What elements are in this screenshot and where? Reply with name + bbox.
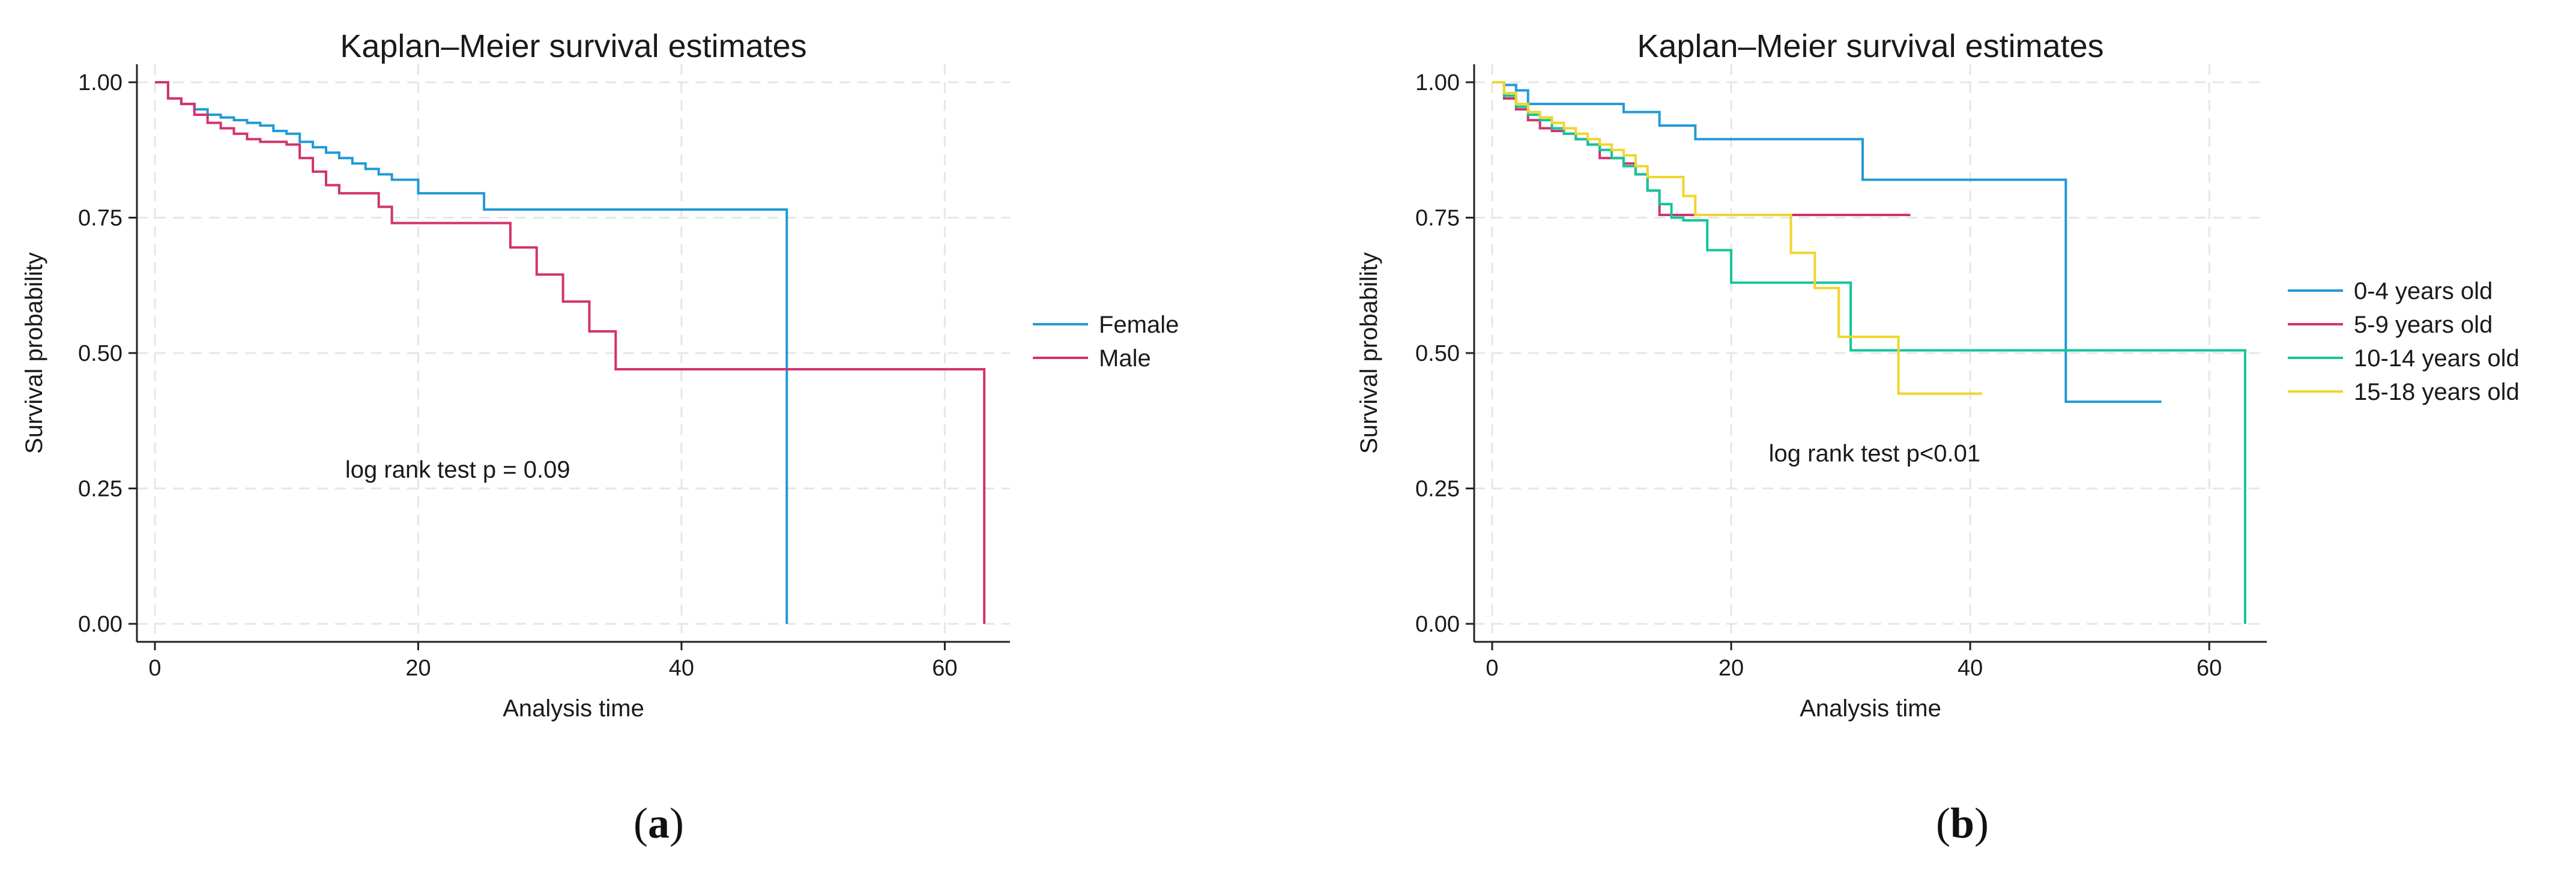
series-line-male <box>155 81 986 624</box>
x-tick-label: 0 <box>148 656 161 681</box>
y-tick-label: 0.75 <box>78 206 122 231</box>
y-tick-label: 0.25 <box>78 477 122 502</box>
legend: 0-4 years old 5-9 years old 10-14 years ol… <box>2288 278 2520 405</box>
panel-label-letter: a <box>648 799 670 847</box>
x-tick-label: 20 <box>1719 656 1744 681</box>
annotation-logrank: log rank test p = 0.09 <box>345 456 570 483</box>
y-tick-label: 0.75 <box>1415 206 1460 231</box>
x-axis-label: Analysis time <box>1800 695 1941 722</box>
y-tick-label: 1.00 <box>78 70 122 95</box>
legend-label: Male <box>1099 345 1151 372</box>
grid <box>1474 64 2267 642</box>
series-line-10-14-years-old <box>1492 81 2246 624</box>
x-tick-label: 40 <box>669 656 694 681</box>
chart-title: Kaplan–Meier survival estimates <box>1637 28 2103 64</box>
y-tick-label: 1.00 <box>1415 70 1460 95</box>
legend-label: Female <box>1099 312 1179 338</box>
x-tick-label: 20 <box>405 656 431 681</box>
panel-b: 0.00 0.25 0.50 0.75 1.00 0 20 40 60 Kaplan–Meier … <box>1356 28 2520 847</box>
y-tick-label: 0.00 <box>1415 612 1460 637</box>
legend-label: 10-14 years old <box>2354 345 2520 372</box>
y-axis-label: Survival probability <box>1356 252 1382 454</box>
legend-label: 5-9 years old <box>2354 312 2493 338</box>
legend-label: 15-18 years old <box>2354 379 2520 405</box>
panel-label-close: ) <box>1974 799 1989 847</box>
y-tick-label: 0.50 <box>1415 341 1460 366</box>
x-tick-label: 0 <box>1486 656 1498 681</box>
series-line-15-18-years-old <box>1492 81 1983 395</box>
y-axis-label: Survival probability <box>21 252 47 454</box>
chart-title: Kaplan–Meier survival estimates <box>340 28 806 64</box>
y-tick-label: 0.25 <box>1415 477 1460 502</box>
series-line-0-4-years-old <box>1492 81 2162 403</box>
series-line-female <box>155 81 788 624</box>
panel-label-close: ) <box>670 799 684 847</box>
panel-label-letter: b <box>1950 799 1974 847</box>
y-tick-label: 0.00 <box>78 612 122 637</box>
panel-label: (a) <box>633 799 684 847</box>
x-tick-label: 40 <box>1958 656 1983 681</box>
annotation-logrank: log rank test p<0.01 <box>1769 440 1980 467</box>
x-tick-label: 60 <box>932 656 957 681</box>
panel-label: (b) <box>1936 799 1989 847</box>
grid <box>137 64 1010 642</box>
x-axis-label: Analysis time <box>503 695 644 722</box>
y-tick-label: 0.50 <box>78 341 122 366</box>
panel-label-open: ( <box>633 799 648 847</box>
x-tick-label: 60 <box>2197 656 2222 681</box>
panel-a: 0.00 0.25 0.50 0.75 1.00 0 20 40 60 Kaplan–Meier … <box>21 28 1179 847</box>
legend-label: 0-4 years old <box>2354 278 2493 304</box>
legend: Female Male <box>1033 312 1179 372</box>
panel-label-open: ( <box>1936 799 1950 847</box>
